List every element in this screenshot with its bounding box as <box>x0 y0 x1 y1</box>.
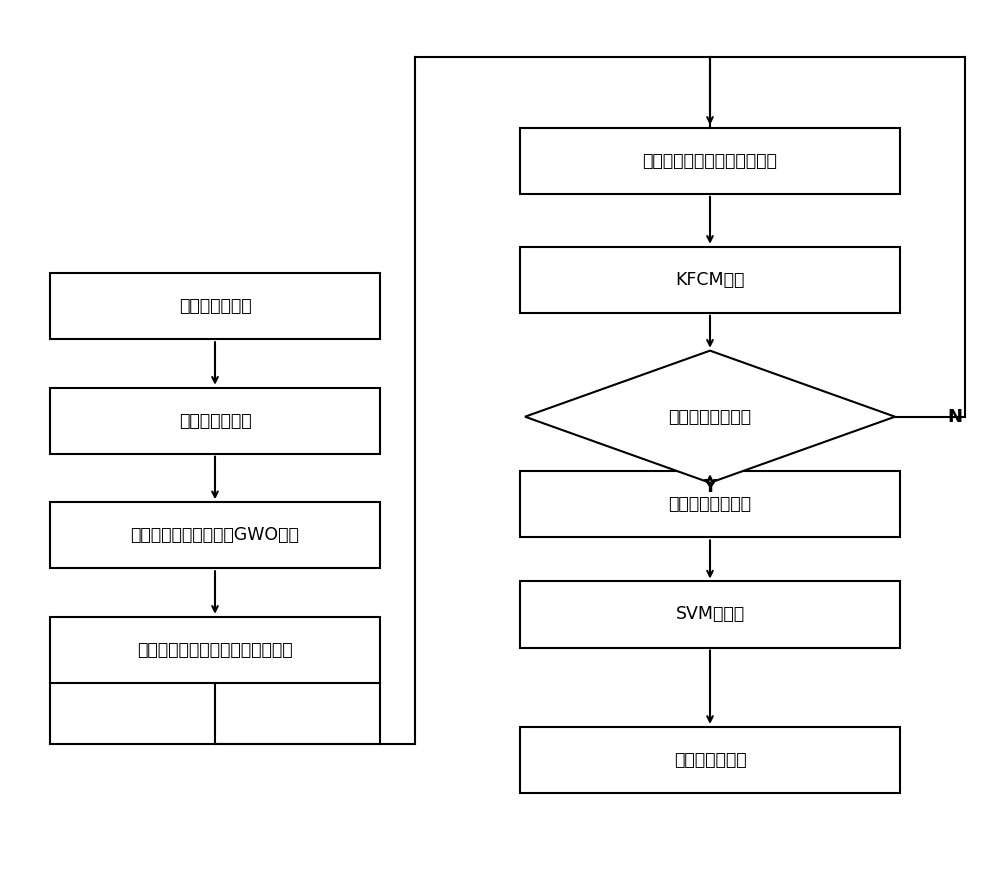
Text: Y: Y <box>703 478 717 496</box>
Text: 初始化灰狼种群，设定GWO参数: 初始化灰狼种群，设定GWO参数 <box>131 526 299 544</box>
Polygon shape <box>525 351 895 483</box>
Bar <box>520 471 900 537</box>
Bar <box>520 727 900 793</box>
Text: 更新个体最优值和全局最优解: 更新个体最优值和全局最优解 <box>643 152 777 170</box>
Text: 故障数据集预分类: 故障数据集预分类 <box>668 495 752 514</box>
Bar <box>50 273 380 339</box>
Bar <box>520 247 900 313</box>
Text: 是否达到终止条件: 是否达到终止条件 <box>668 408 752 426</box>
Text: 参数归一化处理: 参数归一化处理 <box>179 411 251 430</box>
Text: KFCM算法: KFCM算法 <box>675 270 745 289</box>
Text: 输入信号特征值: 输入信号特征值 <box>179 297 251 315</box>
Text: N: N <box>948 408 962 426</box>
Bar <box>50 388 380 454</box>
Bar <box>50 617 380 683</box>
Bar <box>50 502 380 568</box>
Bar <box>520 581 900 648</box>
Bar <box>520 128 900 194</box>
Text: 输入样本，计算灰狼个体自适应度: 输入样本，计算灰狼个体自适应度 <box>137 640 293 659</box>
Text: 断路器运行状态: 断路器运行状态 <box>674 751 746 769</box>
Text: SVM分类器: SVM分类器 <box>675 605 745 624</box>
